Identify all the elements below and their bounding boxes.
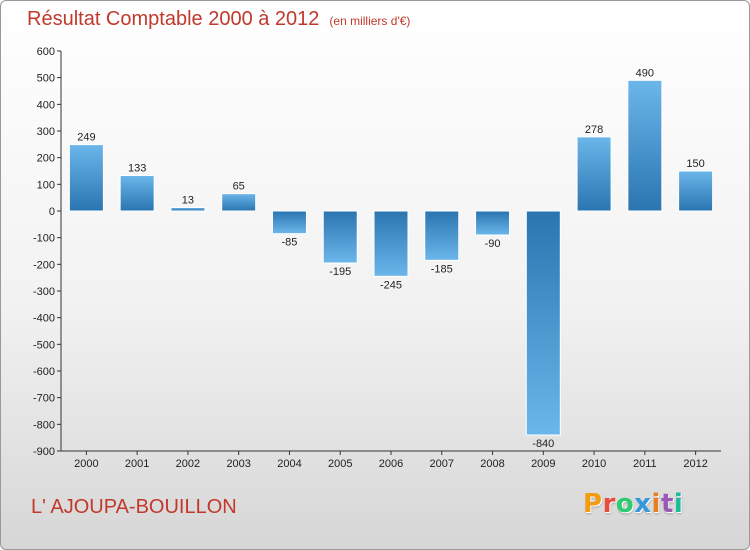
bar-2004: [271, 210, 307, 235]
y-tick-label: 500: [37, 73, 55, 85]
bar-2001: [119, 175, 155, 212]
y-tick-label: -800: [33, 419, 55, 431]
data-label-2009: -840: [532, 438, 554, 450]
data-label-2006: -245: [380, 279, 402, 291]
bar-2003: [221, 193, 257, 212]
x-tick-label: 2003: [226, 458, 250, 470]
y-tick-label: -600: [33, 366, 55, 378]
bars: [68, 79, 714, 436]
chart-title: Résultat Comptable 2000 à 2012: [27, 8, 320, 30]
data-label-2003: 65: [233, 181, 245, 193]
data-label-2001: 133: [128, 163, 146, 175]
y-tick-label: 300: [37, 126, 55, 138]
data-label-2011: 490: [636, 67, 654, 79]
x-tick-label: 2004: [277, 458, 301, 470]
data-label-2005: -195: [329, 266, 351, 278]
y-tick-label: 100: [37, 179, 55, 191]
x-tick-label: 2008: [480, 458, 504, 470]
x-tick-label: 2011: [633, 458, 657, 470]
logo-letter: t: [660, 489, 674, 519]
bar-2006: [373, 210, 409, 277]
logo-letter: r: [602, 489, 616, 519]
logo-letter: P: [583, 489, 603, 519]
chart-subtitle: (en milliers d'€): [329, 14, 411, 28]
data-label-2012: 150: [686, 158, 704, 170]
y-tick-label: 200: [37, 153, 55, 165]
logo-letter: i: [673, 489, 684, 519]
x-tick-label: 2001: [125, 458, 149, 470]
logo-letter: x: [634, 489, 652, 519]
bar-2005: [322, 210, 358, 264]
y-tick-label: 0: [49, 206, 55, 218]
bar-2000: [68, 144, 104, 212]
y-tick-label: -200: [33, 259, 55, 271]
bar-2011: [627, 79, 663, 212]
data-label-2004: -85: [282, 237, 298, 249]
data-label-2000: 249: [77, 132, 95, 144]
proxiti-logo[interactable]: Proxiti: [583, 489, 683, 519]
bar-2012: [678, 170, 714, 212]
y-tick-label: -900: [33, 446, 55, 458]
x-tick-label: 2009: [531, 458, 555, 470]
bar-2010: [576, 136, 612, 212]
y-tick-label: -100: [33, 233, 55, 245]
x-tick-label: 2006: [379, 458, 403, 470]
logo-letter: o: [615, 489, 635, 519]
bar-2002: [170, 207, 206, 212]
bar-2007: [424, 210, 460, 261]
y-tick-label: 600: [37, 46, 55, 58]
y-tick-label: 400: [37, 99, 55, 111]
x-tick-label: 2000: [74, 458, 98, 470]
x-tick-label: 2002: [176, 458, 200, 470]
chart-title-group: Résultat Comptable 2000 à 2012 (en millie…: [27, 8, 410, 31]
x-tick-label: 2012: [683, 458, 707, 470]
data-label-2007: -185: [431, 263, 453, 275]
data-label-2008: -90: [485, 238, 501, 250]
y-tick-label: -400: [33, 313, 55, 325]
bar-2008: [475, 210, 511, 236]
x-tick-label: 2007: [430, 458, 454, 470]
data-label-2010: 278: [585, 124, 603, 136]
y-tick-label: -300: [33, 286, 55, 298]
y-tick-label: -700: [33, 393, 55, 405]
x-tick-label: 2005: [328, 458, 352, 470]
data-labels: 249 133 13 65 -85 -195 -245 -185 -90 -840 278 490 15…: [77, 67, 705, 450]
logo-letter: i: [651, 489, 661, 519]
x-tick-label: 2010: [582, 458, 606, 470]
city-name: L' AJOUPA-BOUILLON: [31, 496, 237, 518]
axes: 600 500 400 300 200 100 0 -100 -200 -300 -400 -500 -…: [33, 46, 721, 470]
y-tick-label: -500: [33, 339, 55, 351]
data-label-2002: 13: [182, 195, 194, 207]
bar-2009: [525, 210, 561, 436]
